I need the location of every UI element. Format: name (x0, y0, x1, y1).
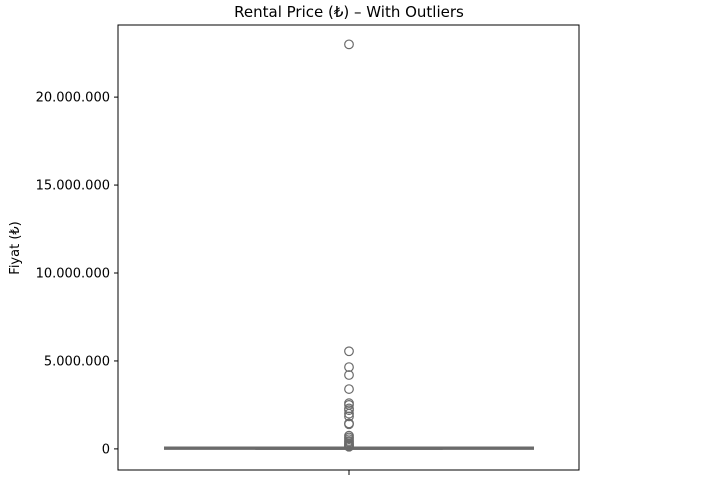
y-tick-label: 10.000.000 (36, 267, 110, 282)
outlier-point (344, 419, 354, 430)
y-tick-label: 0 (102, 442, 110, 457)
outlier-point (344, 441, 354, 452)
outlier-point (344, 370, 354, 380)
y-tick-label: 20.000.000 (36, 91, 110, 106)
chart-title: Rental Price (₺) – With Outliers (234, 3, 464, 21)
y-tick-label: 5.000.000 (44, 354, 110, 369)
outlier-point (344, 384, 354, 394)
outlier-point (344, 362, 354, 373)
outlier-point (344, 346, 354, 357)
outlier-point (344, 411, 354, 422)
outlier-point (344, 405, 354, 416)
outlier-point (344, 408, 354, 419)
y-axis-label: Fiyat (₺) (8, 221, 23, 274)
plot-frame (117, 24, 580, 471)
plot-area (164, 39, 534, 452)
y-axis-ticks: 0 5.000.000 10.000.000 15.000.000 20.000.000 (36, 91, 118, 457)
outlier-point (344, 39, 354, 50)
y-tick-label: 15.000.000 (36, 179, 110, 194)
